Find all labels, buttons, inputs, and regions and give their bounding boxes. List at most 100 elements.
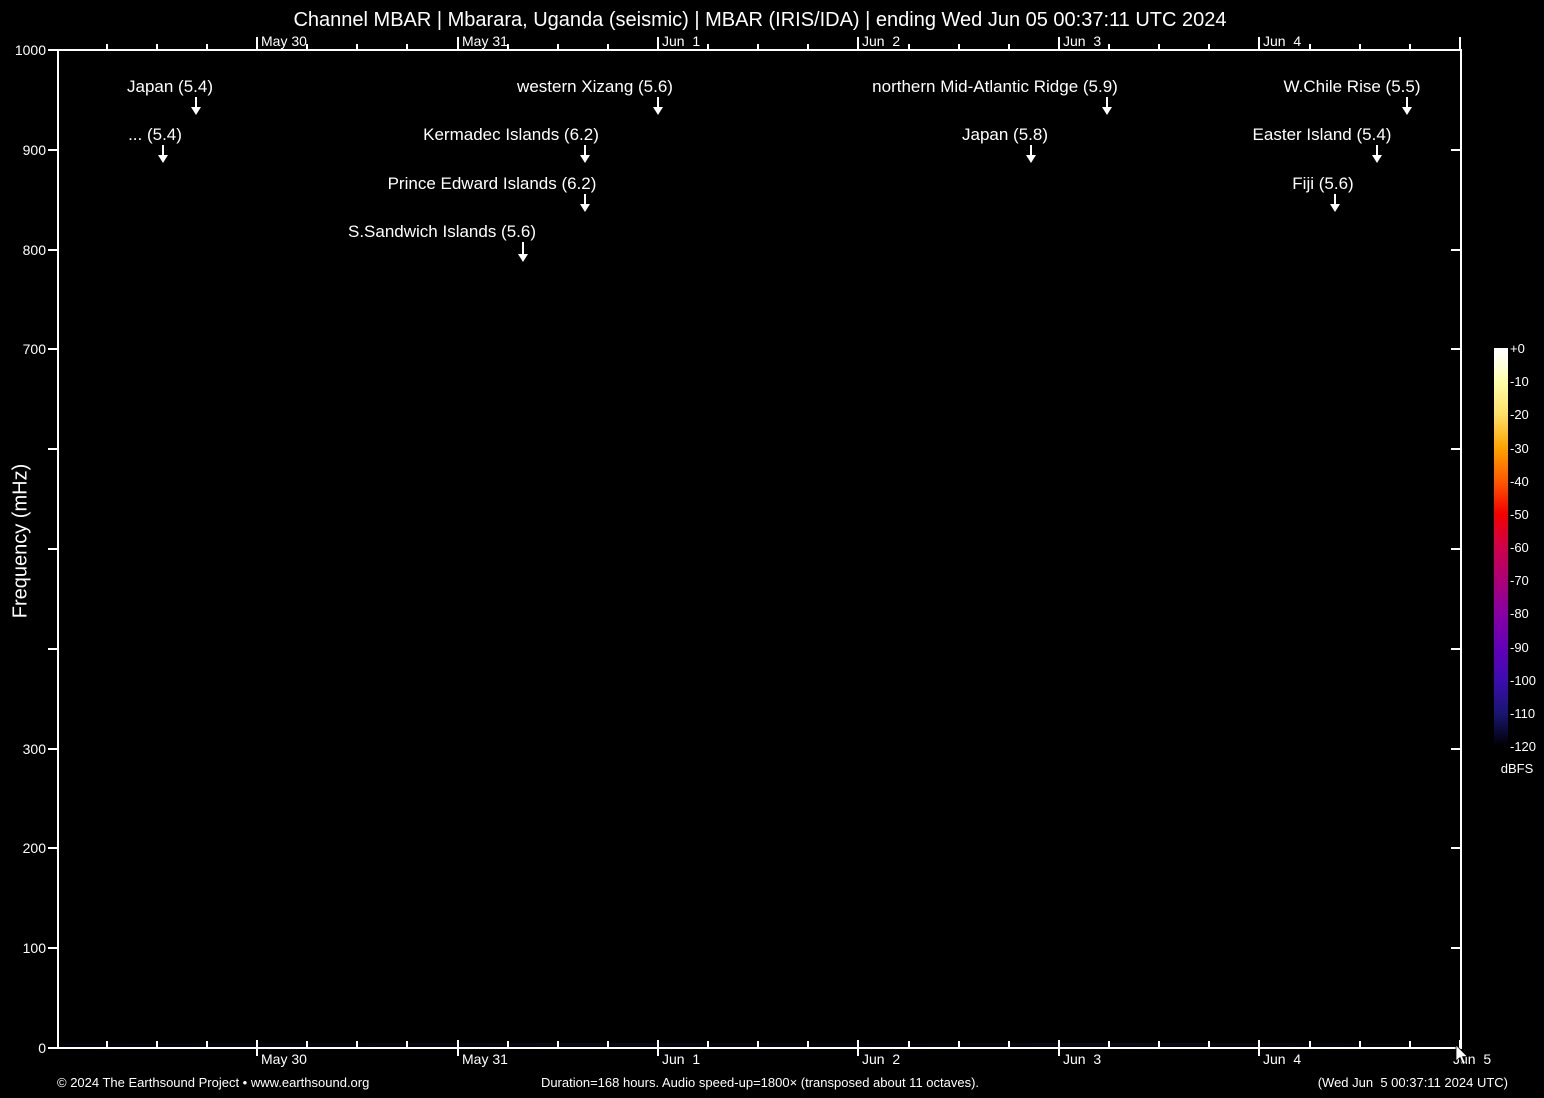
x-minor-tick-bottom: [356, 1041, 358, 1048]
event-arrow-head: [580, 204, 590, 212]
colorbar-tick-label: -10: [1510, 374, 1529, 390]
x-minor-tick-bottom: [106, 1041, 108, 1048]
x-minor-tick-bottom: [1359, 1041, 1361, 1048]
event-label: western Xizang (5.6): [517, 77, 673, 96]
x-major-tick-bottom: [657, 1040, 659, 1056]
colorbar-tick-label: -100: [1510, 672, 1537, 688]
x-minor-tick-top: [807, 44, 809, 50]
x-minor-tick-bottom: [958, 1041, 960, 1048]
x-tick-label-bottom: Jun 3: [1063, 1051, 1102, 1067]
x-minor-tick-top: [958, 44, 960, 50]
x-minor-tick-bottom: [206, 1041, 208, 1048]
x-minor-tick-top: [1158, 44, 1160, 50]
footer-duration: Duration=168 hours. Audio speed-up=1800×…: [540, 1075, 980, 1090]
x-minor-tick-top: [1359, 44, 1361, 50]
colorbar-tick-label: -50: [1510, 506, 1529, 522]
x-minor-tick-bottom: [406, 1041, 408, 1048]
colorbar-tick-label: -30: [1510, 440, 1529, 456]
x-minor-tick-top: [707, 44, 709, 50]
x-minor-tick-top: [1108, 44, 1110, 50]
x-minor-tick-top: [306, 44, 308, 50]
x-minor-tick-top: [156, 44, 158, 50]
event-arrow-head: [580, 155, 590, 163]
x-minor-tick-bottom: [807, 1041, 809, 1048]
x-major-tick-bottom: [457, 1040, 459, 1056]
event-label: W.Chile Rise (5.5): [1283, 77, 1421, 96]
x-minor-tick-bottom: [1409, 1041, 1411, 1048]
x-major-tick-bottom: [1258, 1040, 1260, 1056]
y-tick-mirror: [1451, 747, 1461, 750]
x-minor-tick-top: [406, 44, 408, 50]
y-tick-label: 1000: [14, 42, 46, 58]
y-tick-mirror: [1451, 348, 1461, 351]
x-major-tick-top: [256, 37, 258, 50]
x-minor-tick-top: [557, 44, 559, 50]
x-major-tick-top: [657, 37, 659, 50]
y-tick: [48, 348, 58, 351]
event-arrow-head: [1102, 107, 1112, 115]
x-minor-tick-bottom: [707, 1041, 709, 1048]
event-arrow-shaft: [195, 97, 197, 107]
colorbar-tick-label: -40: [1510, 473, 1529, 489]
x-tick-label-bottom: Jun 1: [662, 1051, 701, 1067]
x-minor-tick-top: [1309, 44, 1311, 50]
event-arrow-head: [1372, 155, 1382, 163]
y-tick: [48, 947, 58, 950]
y-tick-mirror: [1451, 548, 1461, 550]
x-minor-tick-top: [1008, 44, 1010, 50]
event-arrow-head: [191, 107, 201, 115]
x-minor-tick-top: [507, 44, 509, 50]
event-label: Prince Edward Islands (6.2): [387, 174, 597, 193]
event-arrow-head: [158, 155, 168, 163]
x-minor-tick-top: [1409, 44, 1411, 50]
event-arrow-head: [1402, 107, 1412, 115]
x-minor-tick-bottom: [1008, 1041, 1010, 1048]
event-arrow-shaft: [1334, 194, 1336, 204]
colorbar-tick-label: -90: [1510, 639, 1529, 655]
y-tick-label: 100: [22, 940, 46, 957]
event-arrow-head: [518, 254, 528, 262]
event-arrow-shaft: [584, 145, 586, 155]
x-minor-tick-bottom: [607, 1041, 609, 1048]
x-minor-tick-bottom: [156, 1041, 158, 1048]
event-arrow-shaft: [522, 242, 524, 254]
event-arrow-shaft: [162, 145, 164, 155]
y-tick-mirror: [1451, 647, 1461, 650]
y-tick-mirror: [1451, 248, 1461, 251]
page-title: Channel MBAR | Mbarara, Uganda (seismic)…: [293, 9, 1227, 31]
y-tick-label: 300: [22, 740, 46, 757]
event-arrow-shaft: [1106, 97, 1108, 107]
x-minor-tick-bottom: [1158, 1041, 1160, 1048]
event-label: Easter Island (5.4): [1252, 125, 1392, 144]
x-tick-label-top: Jun 3: [1063, 33, 1102, 49]
event-arrow-shaft: [584, 194, 586, 204]
x-major-tick-bottom: [256, 1040, 258, 1056]
x-tick-label-bottom: May 30: [261, 1051, 307, 1067]
x-minor-tick-bottom: [507, 1041, 509, 1048]
x-tick-label-top: Jun 4: [1263, 33, 1302, 49]
plot-frame: [57, 49, 1462, 1049]
spectrogram-noise-band: [60, 1043, 1459, 1046]
y-tick: [48, 847, 58, 850]
y-tick: [48, 1047, 58, 1049]
colorbar-tick-label: -80: [1510, 606, 1529, 622]
y-tick-label: 700: [22, 341, 46, 358]
event-label: Fiji (5.6): [1292, 174, 1354, 193]
x-minor-tick-top: [106, 44, 108, 50]
event-arrow-head: [653, 107, 663, 115]
x-tick-label-bottom: Jun 4: [1263, 1051, 1302, 1067]
colorbar-tick-label: -120: [1510, 739, 1537, 754]
y-tick-label: 800: [22, 241, 46, 258]
y-tick: [48, 747, 58, 750]
event-label: northern Mid-Atlantic Ridge (5.9): [872, 77, 1118, 96]
x-minor-tick-bottom: [1108, 1041, 1110, 1048]
y-tick-mirror: [1451, 947, 1461, 950]
x-major-tick-bottom: [857, 1040, 859, 1056]
event-arrow-shaft: [1406, 97, 1408, 107]
y-tick: [48, 148, 58, 151]
event-label: S.Sandwich Islands (5.6): [347, 222, 537, 241]
x-tick-label-top: Jun 2: [862, 33, 901, 49]
y-tick-mirror: [1451, 49, 1461, 51]
x-major-tick-top: [1459, 37, 1461, 50]
colorbar-tick-label: -60: [1510, 540, 1529, 555]
